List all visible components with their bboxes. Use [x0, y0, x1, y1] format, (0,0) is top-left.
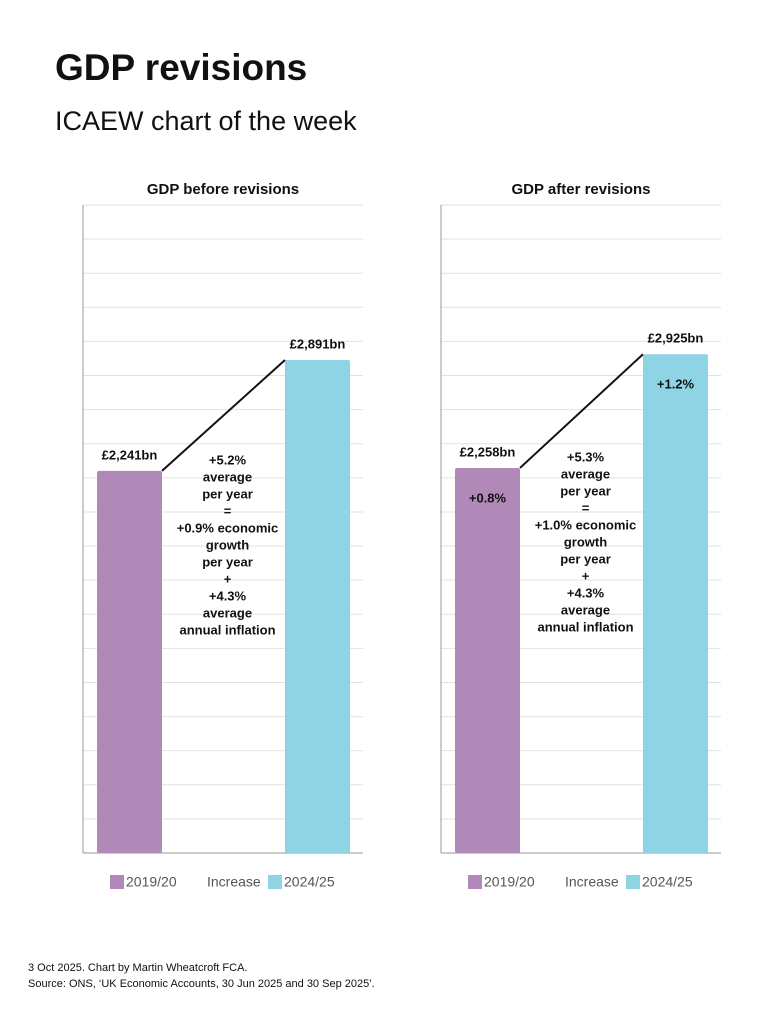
- data-label: £2,925bn: [648, 331, 704, 346]
- footer: Source: ONS, ‘UK Economic Accounts, 30 J…: [28, 978, 375, 990]
- annotation: per year: [202, 486, 253, 501]
- bar: [455, 467, 520, 853]
- annotation: average: [203, 605, 252, 620]
- increase-line: [519, 353, 644, 469]
- annotation: growth: [206, 537, 249, 552]
- annotation: per year: [560, 483, 611, 498]
- increase-line: [161, 359, 286, 472]
- legend-swatch: [268, 875, 282, 889]
- data-label: £2,241bn: [102, 447, 158, 462]
- annotation: average: [561, 602, 610, 617]
- annotation: growth: [564, 534, 607, 549]
- legend-label: 2019/20: [126, 874, 177, 890]
- annotation: per year: [202, 554, 253, 569]
- legend-label: 2019/20: [484, 874, 535, 890]
- annotation: annual inflation: [537, 619, 633, 634]
- annotation: +: [224, 571, 232, 586]
- annotation: annual inflation: [179, 622, 275, 637]
- chart-title: GDP after revisions: [512, 181, 651, 198]
- annotation: average: [203, 469, 252, 484]
- annotation: +1.0% economic: [535, 517, 637, 532]
- legend-label: 2024/25: [642, 874, 693, 890]
- annotation: +: [582, 568, 590, 583]
- legend-label: Increase: [207, 874, 261, 890]
- data-label: £2,258bn: [460, 444, 516, 459]
- annotation: +5.2%: [209, 452, 247, 467]
- bar: [643, 354, 708, 853]
- annotation: +5.3%: [567, 449, 605, 464]
- annotation: +4.3%: [567, 585, 605, 600]
- bar-inner-label: +1.2%: [657, 377, 695, 392]
- annotation: =: [582, 500, 590, 515]
- annotation: =: [224, 503, 232, 518]
- legend-swatch: [110, 875, 124, 889]
- page-title: GDP revisions: [55, 47, 307, 88]
- footer: 3 Oct 2025. Chart by Martin Wheatcroft F…: [28, 962, 247, 974]
- chart-title: GDP before revisions: [147, 181, 299, 198]
- bar-inner-label: +0.8%: [469, 490, 507, 505]
- legend-swatch: [626, 875, 640, 889]
- bar: [285, 360, 350, 853]
- legend-label: 2024/25: [284, 874, 335, 890]
- page-subtitle: ICAEW chart of the week: [55, 106, 357, 136]
- annotation: +4.3%: [209, 588, 247, 603]
- legend-label: Increase: [565, 874, 619, 890]
- legend-swatch: [468, 875, 482, 889]
- annotation: average: [561, 466, 610, 481]
- annotation: +0.9% economic: [177, 520, 279, 535]
- annotation: per year: [560, 551, 611, 566]
- bar: [97, 470, 162, 853]
- data-label: £2,891bn: [290, 336, 346, 351]
